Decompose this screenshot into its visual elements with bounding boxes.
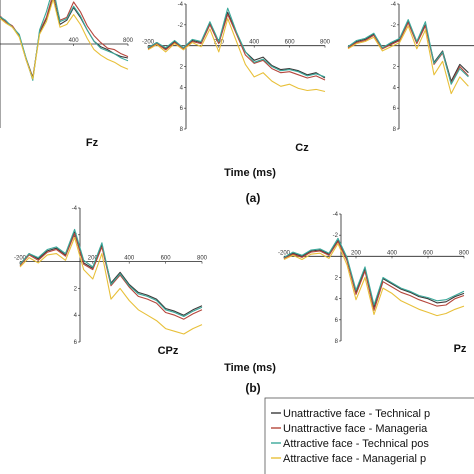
y-tick-label: -4 [391, 2, 397, 8]
x-tick-label: -200 [142, 40, 155, 46]
x-tick-label: 400 [387, 250, 398, 256]
series-line-3 [347, 19, 469, 85]
series-line-2 [283, 240, 465, 311]
x-tick-label: 800 [197, 256, 208, 262]
x-tick-label: 800 [320, 40, 331, 46]
series-line-4 [19, 236, 203, 335]
x-tick-label: 200 [88, 256, 99, 262]
x-tick-label: 400 [249, 40, 260, 46]
erp-chart-fz: 400 800 Fz [0, 0, 134, 149]
y-tick-label: 8 [393, 127, 397, 133]
series-line-2 [347, 22, 469, 84]
legend-entry-label: Unattractive face - Technical p [283, 408, 430, 420]
electrode-label: Fz [86, 137, 99, 149]
series-line-3 [0, 0, 129, 81]
time-axis-label-a: Time (ms) [224, 167, 276, 179]
erp-chart-partial: -4 -2 2 4 6 8 [347, 2, 474, 133]
series-line-3 [19, 228, 203, 318]
y-tick-label: 8 [335, 339, 339, 345]
electrode-label: Cz [295, 142, 309, 154]
y-tick-label: 4 [393, 85, 397, 91]
y-tick-label: -4 [333, 212, 339, 218]
y-tick-label: 4 [180, 85, 184, 91]
series-line-4 [347, 25, 469, 95]
y-tick-label: 6 [74, 340, 78, 346]
x-tick-label: 200 [351, 250, 362, 256]
y-tick-label: 6 [335, 318, 339, 324]
series-line-4 [147, 18, 326, 93]
x-tick-label: 400 [124, 256, 135, 262]
series-line-2 [147, 13, 326, 81]
series-line-1 [147, 11, 326, 79]
legend-entry-label: Attractive face - Managerial p [283, 453, 426, 465]
y-tick-label: -2 [178, 23, 184, 29]
x-tick-label: 800 [459, 250, 470, 256]
y-tick-label: 2 [393, 65, 397, 71]
x-tick-label: 400 [69, 38, 80, 44]
y-tick-label: 6 [393, 106, 397, 112]
y-tick-label: 2 [335, 276, 339, 282]
series-line-2 [0, 0, 129, 80]
series-line-1 [347, 21, 469, 82]
y-tick-label: -2 [333, 233, 339, 239]
legend: Unattractive face - Technical p Unattract… [264, 397, 474, 474]
series-line-2 [19, 232, 203, 320]
series-line-3 [147, 7, 326, 78]
erp-charts: 400 800 Fz -4 -2 2 4 6 8 -200 200 400 600 800 Cz -4 -2 2 4… [0, 0, 474, 357]
x-tick-label: 600 [285, 40, 296, 46]
series-line-3 [283, 237, 465, 306]
y-tick-label: -4 [72, 206, 78, 212]
y-tick-label: -4 [178, 2, 184, 8]
y-tick-label: 4 [335, 297, 339, 303]
x-tick-label: -200 [278, 250, 291, 256]
y-tick-label: 8 [180, 127, 184, 133]
legend-entry-label: Attractive face - Technical pos [283, 438, 429, 450]
time-axis-label-b: Time (ms) [224, 362, 276, 374]
series-line-1 [19, 231, 203, 316]
panel-label-a: (a) [246, 191, 261, 205]
panel-label-b: (b) [245, 381, 260, 395]
y-tick-label: 2 [74, 286, 78, 292]
series-line-4 [283, 243, 465, 317]
x-tick-label: 800 [123, 38, 134, 44]
y-tick-label: -2 [391, 23, 397, 29]
legend-entry-label: Unattractive face - Manageria [283, 423, 428, 435]
y-tick-label: 6 [180, 106, 184, 112]
x-tick-label: 600 [161, 256, 172, 262]
electrode-label: Pz [454, 343, 467, 355]
y-tick-label: -2 [72, 233, 78, 239]
legend-box [264, 397, 474, 474]
y-tick-label: 2 [180, 65, 184, 71]
erp-chart-cpz: -4 -2 2 4 6 -200 200 400 600 800 CPz [14, 206, 208, 357]
y-tick-label: 4 [74, 313, 78, 319]
x-tick-label: 600 [423, 250, 434, 256]
series-line-4 [0, 0, 129, 80]
x-tick-label: -200 [14, 256, 27, 262]
series-line-1 [283, 239, 465, 308]
erp-chart-pz: -4 -2 2 4 6 8 -200 200 400 600 800 Pz [278, 212, 470, 355]
electrode-label: CPz [158, 345, 179, 357]
